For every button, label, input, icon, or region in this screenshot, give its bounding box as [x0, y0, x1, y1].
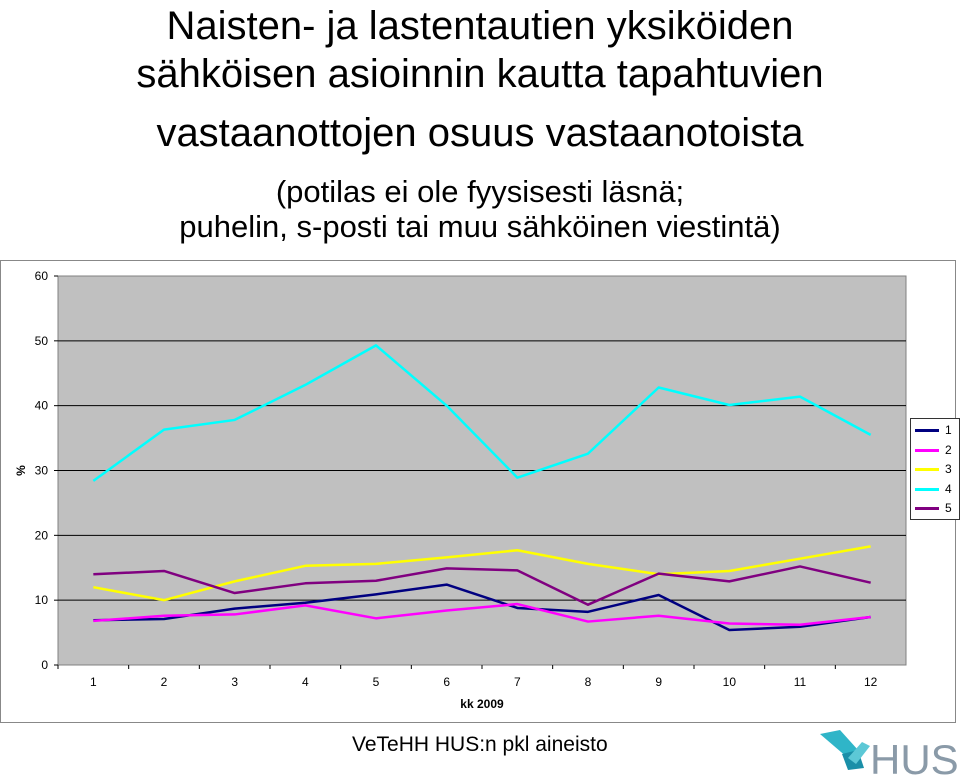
- source-footer: VeTeHH HUS:n pkl aineisto: [352, 733, 608, 756]
- y-tick-label: 20: [35, 528, 49, 542]
- legend-swatch: [915, 487, 939, 491]
- logo-text: HUS: [870, 736, 959, 776]
- logo-shape-diagonal: [848, 742, 870, 764]
- legend-item-2: 2: [911, 441, 959, 460]
- series-line-1: [93, 583, 871, 632]
- x-tick-label: 8: [585, 675, 592, 689]
- legend-swatch: [915, 429, 939, 432]
- series-line-5: [93, 565, 871, 606]
- x-tick-label: 11: [794, 675, 807, 689]
- legend-label: 2: [945, 442, 952, 457]
- chart-title-line-2: sähköisen asioinnin kautta tapahtuvien: [136, 52, 824, 96]
- legend-label: 1: [945, 423, 952, 437]
- legend-swatch: [915, 448, 939, 452]
- series-line-4: [92, 344, 872, 482]
- legend-item-1: 1: [911, 421, 959, 440]
- y-tick-label: 10: [35, 593, 49, 607]
- logo-shape-upper: [820, 730, 858, 758]
- x-tick-label: 2: [161, 675, 168, 689]
- series-line-3: [93, 545, 871, 602]
- y-tick-label: 30: [35, 464, 49, 478]
- y-tick-label: 0: [41, 658, 48, 672]
- x-tick-label: 6: [443, 675, 450, 689]
- hus-logo-icon: HUS: [820, 730, 959, 776]
- x-tick-label: 4: [302, 675, 309, 689]
- x-tick-label: 7: [514, 675, 521, 689]
- chart-title-line-3: vastaanottojen osuus vastaanotoista: [156, 111, 804, 155]
- chart-subtitle-line-1: (potilas ei ole fyysisesti läsnä;: [275, 174, 685, 209]
- legend-item-3: 3: [911, 460, 959, 479]
- x-tick-label: 1: [90, 675, 97, 689]
- chart-title-line-1: Naisten- ja lastentautien yksiköiden: [166, 4, 794, 48]
- x-axis-label: kk 2009: [460, 697, 504, 711]
- legend-label: 3: [945, 462, 952, 476]
- y-tick-label: 40: [35, 399, 49, 413]
- x-tick-label: 3: [231, 675, 238, 689]
- chart-legend: 1 2 3 4 5: [910, 418, 960, 520]
- legend-item-4: 4: [911, 480, 959, 499]
- y-axis-label: %: [14, 465, 28, 476]
- legend-item-5: 5: [911, 499, 959, 518]
- legend-swatch: [915, 468, 939, 471]
- y-tick-label: 50: [35, 334, 49, 348]
- chart-subtitle-line-2: puhelin, s-posti tai muu sähköinen viest…: [179, 209, 781, 244]
- legend-label: 4: [945, 481, 952, 496]
- x-tick-label: 10: [723, 675, 737, 689]
- x-tick-label: 12: [864, 675, 878, 689]
- legend-swatch: [915, 507, 939, 510]
- x-tick-label: 5: [373, 675, 380, 689]
- x-tick-label: 9: [655, 675, 662, 689]
- series-line-2: [93, 602, 871, 627]
- legend-label: 5: [945, 501, 952, 515]
- y-tick-label: 60: [35, 269, 49, 283]
